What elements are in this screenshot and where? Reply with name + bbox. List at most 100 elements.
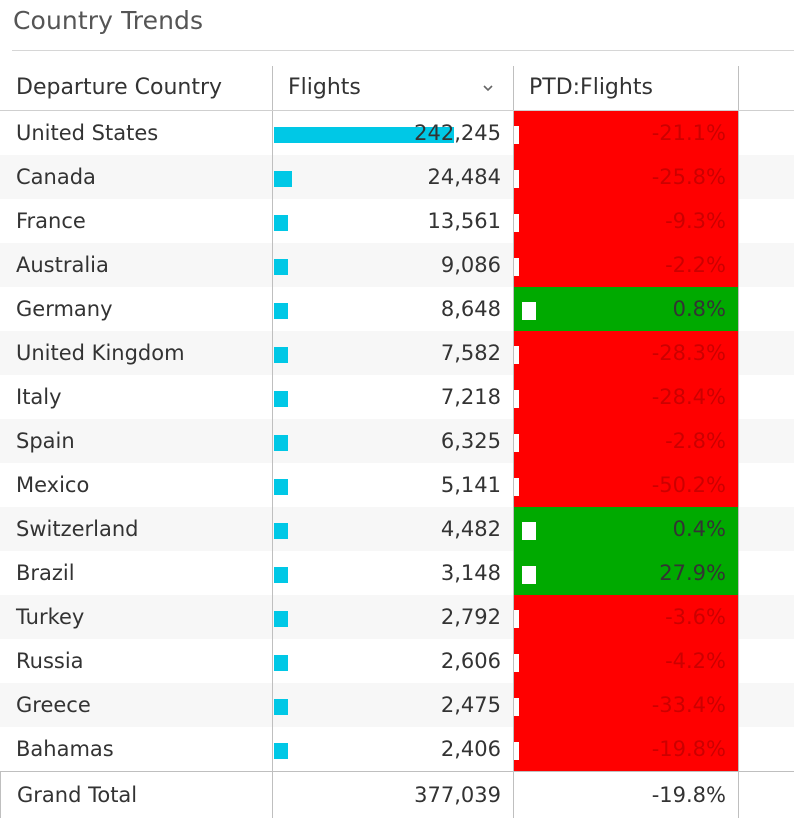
ptd-marker: [522, 566, 536, 584]
country-cell: Spain: [16, 429, 75, 453]
flights-cell: 2,475: [272, 683, 513, 727]
flights-cell: 2,606: [272, 639, 513, 683]
flights-value: 6,325: [440, 429, 501, 453]
ptd-background: [514, 507, 738, 551]
flights-bar: [274, 743, 288, 759]
ptd-marker: [514, 214, 519, 232]
column-header-departure-country[interactable]: Departure Country: [16, 75, 223, 100]
flights-cell: 242,245: [272, 111, 513, 155]
flights-bar: [274, 215, 288, 231]
country-cell: Bahamas: [16, 737, 114, 761]
column-header-ptd-flights[interactable]: PTD:Flights: [513, 66, 739, 110]
title-divider: [12, 50, 794, 51]
table-row[interactable]: Turkey 2,792 -3.6%: [0, 595, 794, 639]
grand-total-ptd: -19.8%: [651, 783, 726, 807]
table-header: Departure Country Flights PTD:Flights: [0, 66, 794, 111]
ptd-background: [514, 419, 738, 463]
ptd-value: 27.9%: [659, 561, 726, 585]
table-row[interactable]: Greece 2,475 -33.4%: [0, 683, 794, 727]
flights-cell: 7,582: [272, 331, 513, 375]
ptd-marker: [514, 654, 519, 672]
table-row[interactable]: Mexico 5,141 -50.2%: [0, 463, 794, 507]
table-row[interactable]: United States 242,245 -21.1%: [0, 111, 794, 155]
ptd-value: -19.8%: [651, 737, 726, 761]
ptd-cell: -9.3%: [513, 199, 739, 243]
flights-cell: 7,218: [272, 375, 513, 419]
ptd-background: [514, 331, 738, 375]
ptd-value: -9.3%: [665, 209, 726, 233]
flights-cell: 8,648: [272, 287, 513, 331]
flights-cell: 13,561: [272, 199, 513, 243]
country-cell: Switzerland: [16, 517, 139, 541]
ptd-marker: [514, 258, 519, 276]
grand-total-row: Grand Total 377,039 -19.8%: [0, 771, 794, 818]
country-cell: Greece: [16, 693, 91, 717]
flights-bar: [274, 699, 288, 715]
table-row[interactable]: Switzerland 4,482 0.4%: [0, 507, 794, 551]
grand-total-flights-cell: 377,039: [272, 772, 513, 818]
ptd-marker: [514, 742, 519, 760]
table-row[interactable]: Germany 8,648 0.8%: [0, 287, 794, 331]
ptd-cell: -2.2%: [513, 243, 739, 287]
flights-bar: [274, 523, 288, 539]
ptd-value: -50.2%: [651, 473, 726, 497]
ptd-value: -2.2%: [665, 253, 726, 277]
country-cell: Germany: [16, 297, 113, 321]
flights-value: 4,482: [440, 517, 501, 541]
ptd-cell: -25.8%: [513, 155, 739, 199]
flights-cell: 9,086: [272, 243, 513, 287]
ptd-background: [514, 463, 738, 507]
flights-bar: [274, 347, 288, 363]
table-row[interactable]: Spain 6,325 -2.8%: [0, 419, 794, 463]
chevron-down-icon[interactable]: [483, 83, 493, 93]
flights-value: 3,148: [440, 561, 501, 585]
ptd-background: [514, 155, 738, 199]
flights-cell: 3,148: [272, 551, 513, 595]
ptd-value: -4.2%: [665, 649, 726, 673]
grand-total-label: Grand Total: [0, 772, 272, 818]
ptd-background: [514, 199, 738, 243]
table-row[interactable]: Russia 2,606 -4.2%: [0, 639, 794, 683]
page-title: Country Trends: [13, 6, 204, 35]
country-cell: Canada: [16, 165, 96, 189]
table-row[interactable]: Australia 9,086 -2.2%: [0, 243, 794, 287]
ptd-background: [514, 595, 738, 639]
flights-value: 5,141: [440, 473, 501, 497]
ptd-value: -21.1%: [651, 121, 726, 145]
table-row[interactable]: France 13,561 -9.3%: [0, 199, 794, 243]
table-row[interactable]: Brazil 3,148 27.9%: [0, 551, 794, 595]
ptd-value: 0.4%: [672, 517, 726, 541]
flights-bar: [274, 655, 288, 671]
flights-value: 8,648: [440, 297, 501, 321]
flights-cell: 24,484: [272, 155, 513, 199]
ptd-value: -3.6%: [665, 605, 726, 629]
ptd-marker: [514, 434, 519, 452]
ptd-background: [514, 551, 738, 595]
ptd-marker: [522, 522, 536, 540]
table-row[interactable]: Bahamas 2,406 -19.8%: [0, 727, 794, 771]
column-header-flights-label: Flights: [288, 75, 361, 100]
ptd-cell: -3.6%: [513, 595, 739, 639]
country-cell: Russia: [16, 649, 84, 673]
ptd-background: [514, 683, 738, 727]
ptd-value: 0.8%: [672, 297, 726, 321]
table-row[interactable]: Italy 7,218 -28.4%: [0, 375, 794, 419]
flights-cell: 5,141: [272, 463, 513, 507]
table-row[interactable]: Canada 24,484 -25.8%: [0, 155, 794, 199]
table-row[interactable]: United Kingdom 7,582 -28.3%: [0, 331, 794, 375]
country-trends-table: Departure Country Flights PTD:Flights Un…: [0, 66, 794, 818]
flights-value: 2,606: [440, 649, 501, 673]
grand-total-ptd-cell: -19.8%: [513, 772, 739, 818]
country-cell: Brazil: [16, 561, 75, 585]
ptd-cell: 27.9%: [513, 551, 739, 595]
flights-value: 2,406: [440, 737, 501, 761]
ptd-cell: -50.2%: [513, 463, 739, 507]
ptd-cell: -21.1%: [513, 111, 739, 155]
country-cell: United Kingdom: [16, 341, 185, 365]
flights-value: 9,086: [440, 253, 501, 277]
ptd-background: [514, 243, 738, 287]
flights-value: 13,561: [427, 209, 501, 233]
flights-cell: 2,406: [272, 727, 513, 771]
column-header-flights[interactable]: Flights: [272, 66, 513, 110]
flights-bar: [274, 611, 288, 627]
